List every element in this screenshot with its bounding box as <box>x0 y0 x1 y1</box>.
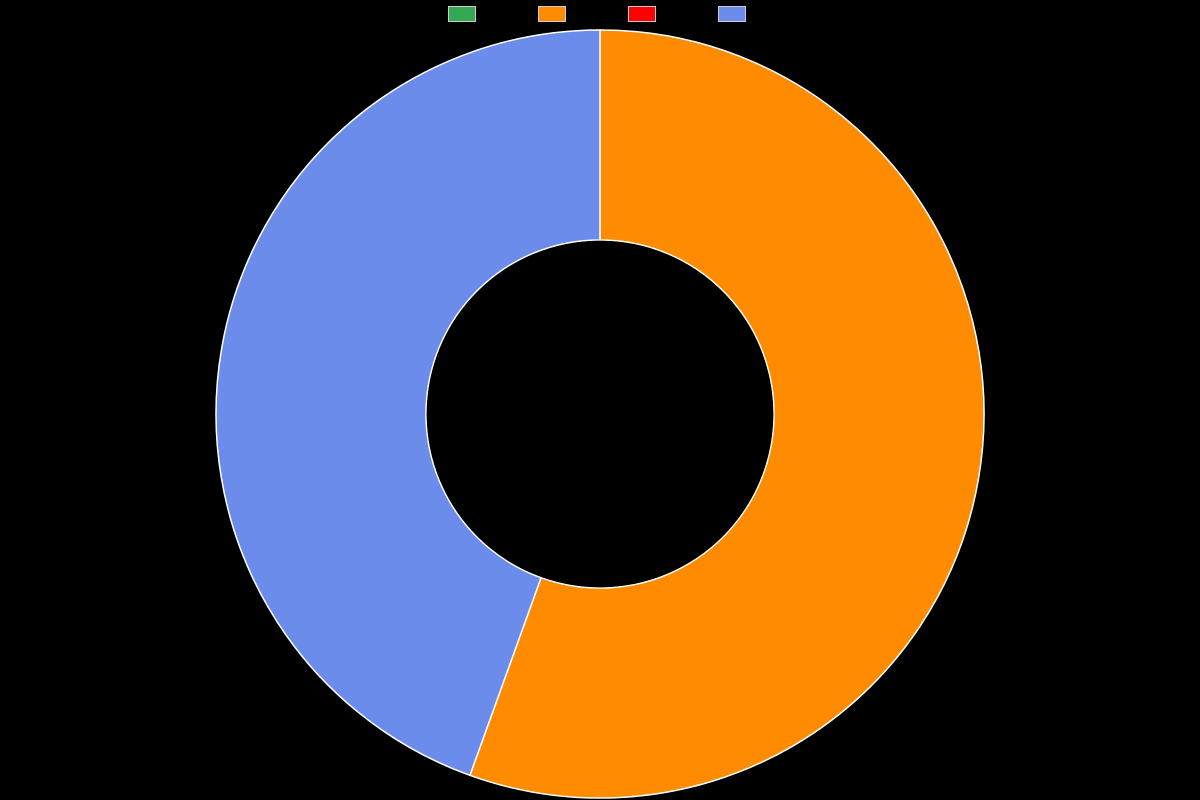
legend-item <box>718 6 752 22</box>
legend-swatch <box>628 6 656 22</box>
legend-swatch <box>718 6 746 22</box>
legend-swatch <box>538 6 566 22</box>
legend-swatch <box>448 6 476 22</box>
legend-item <box>448 6 482 22</box>
donut-chart-wrap <box>214 28 986 800</box>
chart-container <box>0 0 1200 800</box>
donut-hole <box>427 241 774 588</box>
legend-item <box>628 6 662 22</box>
legend <box>0 6 1200 22</box>
donut-chart <box>214 28 986 800</box>
legend-item <box>538 6 572 22</box>
